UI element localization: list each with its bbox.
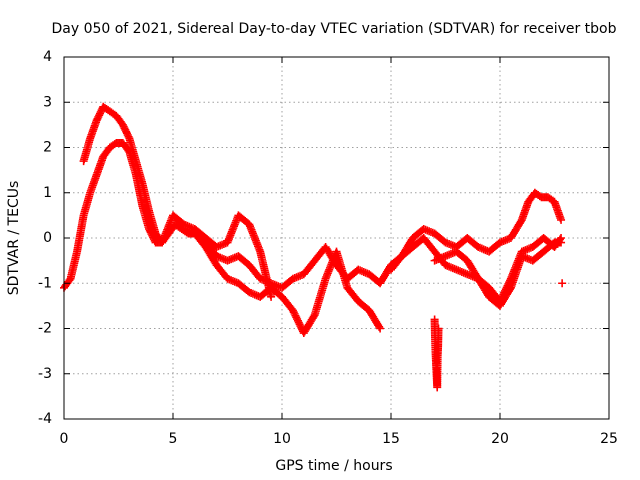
- series-markers-outlier-spike: [430, 315, 443, 392]
- x-tick-label: 5: [169, 431, 178, 447]
- y-tick-label: 4: [43, 49, 52, 65]
- y-tick-label: 3: [43, 94, 52, 110]
- series-markers-late-upper-track: [387, 188, 566, 274]
- x-axis-label: GPS time / hours: [275, 458, 392, 474]
- x-tick-labels: 0 5 10 15 20 25: [60, 431, 618, 447]
- y-axis-label: SDTVAR / TECUs: [6, 181, 22, 296]
- series-lower-track: [179, 224, 385, 338]
- grid: [64, 57, 609, 419]
- x-tick-label: 25: [600, 431, 618, 447]
- series-late-upper-track: [387, 188, 566, 274]
- y-tick-label: -2: [38, 321, 52, 337]
- series-markers-lower-track: [179, 224, 385, 338]
- y-tick-label: -1: [38, 275, 52, 291]
- data-marks: [60, 102, 567, 392]
- y-tick-label: 1: [43, 185, 52, 201]
- y-tick-label: 2: [43, 140, 52, 156]
- series-markers-upper-track: [79, 102, 276, 301]
- x-tick-label: 0: [60, 431, 69, 447]
- series-outlier-spike: [430, 315, 443, 392]
- y-tick-label: -4: [38, 411, 52, 427]
- series-upper-track: [79, 102, 276, 301]
- y-tick-label: 0: [43, 230, 52, 246]
- x-tick-label: 20: [491, 431, 509, 447]
- y-tick-label: -3: [38, 366, 52, 382]
- series-markers-late-lower-track: [430, 238, 566, 310]
- x-tick-label: 15: [382, 431, 400, 447]
- y-tick-labels: -4 -3 -2 -1 0 1 2 3 4: [38, 49, 52, 427]
- x-tick-label: 10: [273, 431, 291, 447]
- series-isolated-point: [558, 279, 567, 288]
- chart-title: Day 050 of 2021, Sidereal Day-to-day VTE…: [51, 21, 616, 37]
- series-markers-isolated-point: [558, 279, 567, 288]
- axis-ticks: [63, 56, 610, 420]
- series-late-lower-track: [430, 238, 566, 310]
